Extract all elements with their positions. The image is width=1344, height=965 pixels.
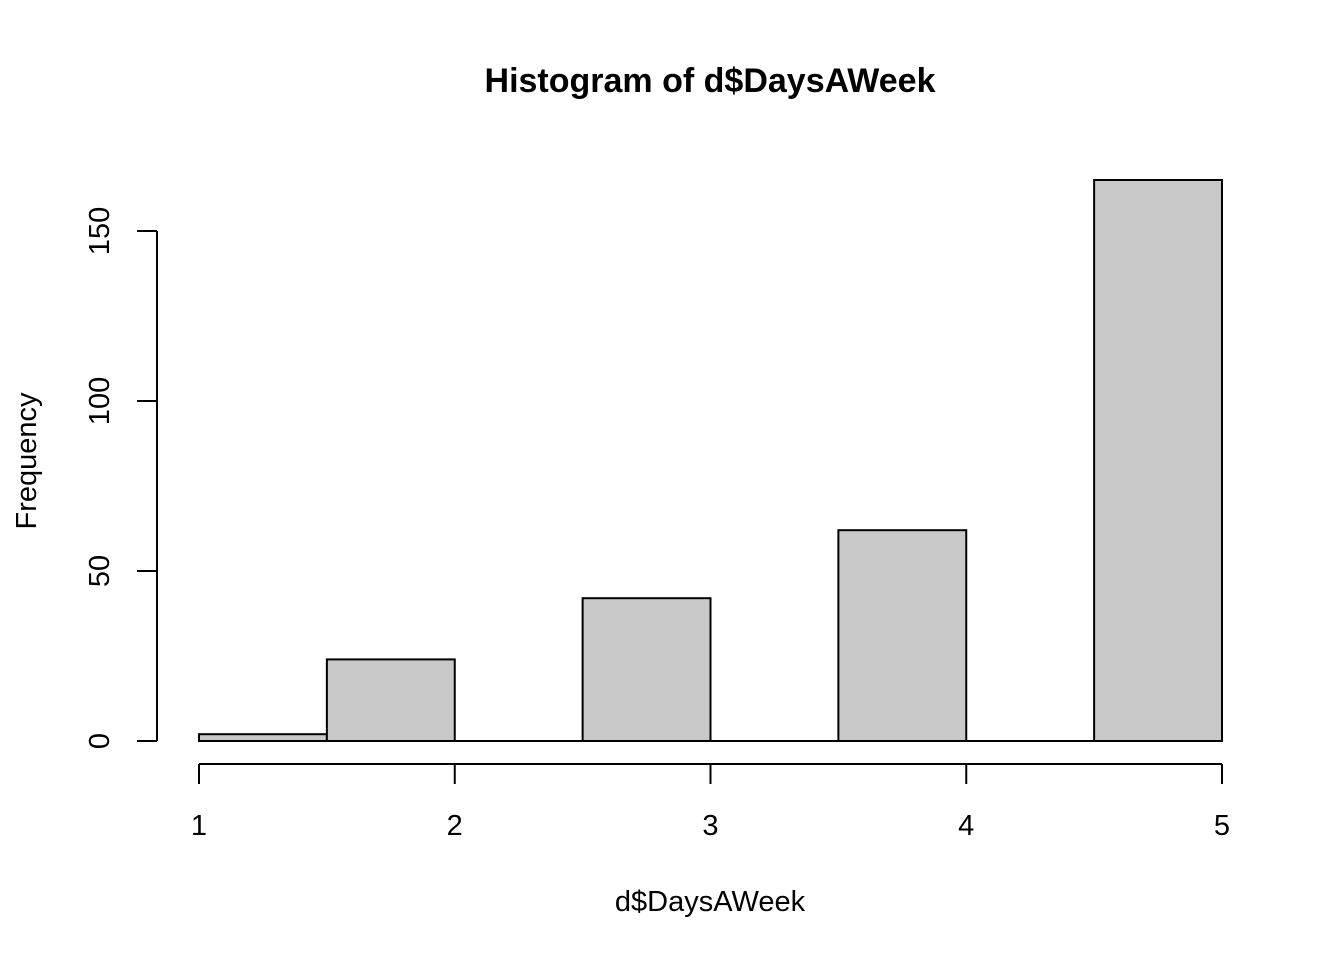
- histogram-bar-1: [198, 733, 328, 743]
- y-tick-label-50: 50: [84, 555, 116, 587]
- y-tick-label-150: 150: [84, 207, 116, 255]
- y-axis: 0 50 100 150: [84, 207, 158, 749]
- histogram-bar-4: [581, 597, 712, 743]
- y-tick-label-100: 100: [84, 377, 116, 425]
- x-tick-label-3: 3: [702, 810, 718, 842]
- x-tick-label-2: 2: [447, 810, 463, 842]
- x-tick-label-4: 4: [958, 810, 974, 842]
- histogram-bar-2: [325, 658, 456, 743]
- x-axis-label: d$DaysAWeek: [615, 886, 806, 918]
- x-tick-label-5: 5: [1214, 810, 1230, 842]
- histogram-bar-8: [1093, 179, 1223, 742]
- histogram-bars: [198, 179, 1223, 743]
- y-tick-label-0: 0: [84, 733, 116, 749]
- chart-title: Histogram of d$DaysAWeek: [485, 62, 936, 100]
- y-axis-label: Frequency: [11, 392, 43, 530]
- x-tick-label-1: 1: [191, 810, 207, 842]
- histogram-bar-6: [837, 529, 968, 743]
- x-axis: 1 2 3 4 5: [191, 763, 1230, 842]
